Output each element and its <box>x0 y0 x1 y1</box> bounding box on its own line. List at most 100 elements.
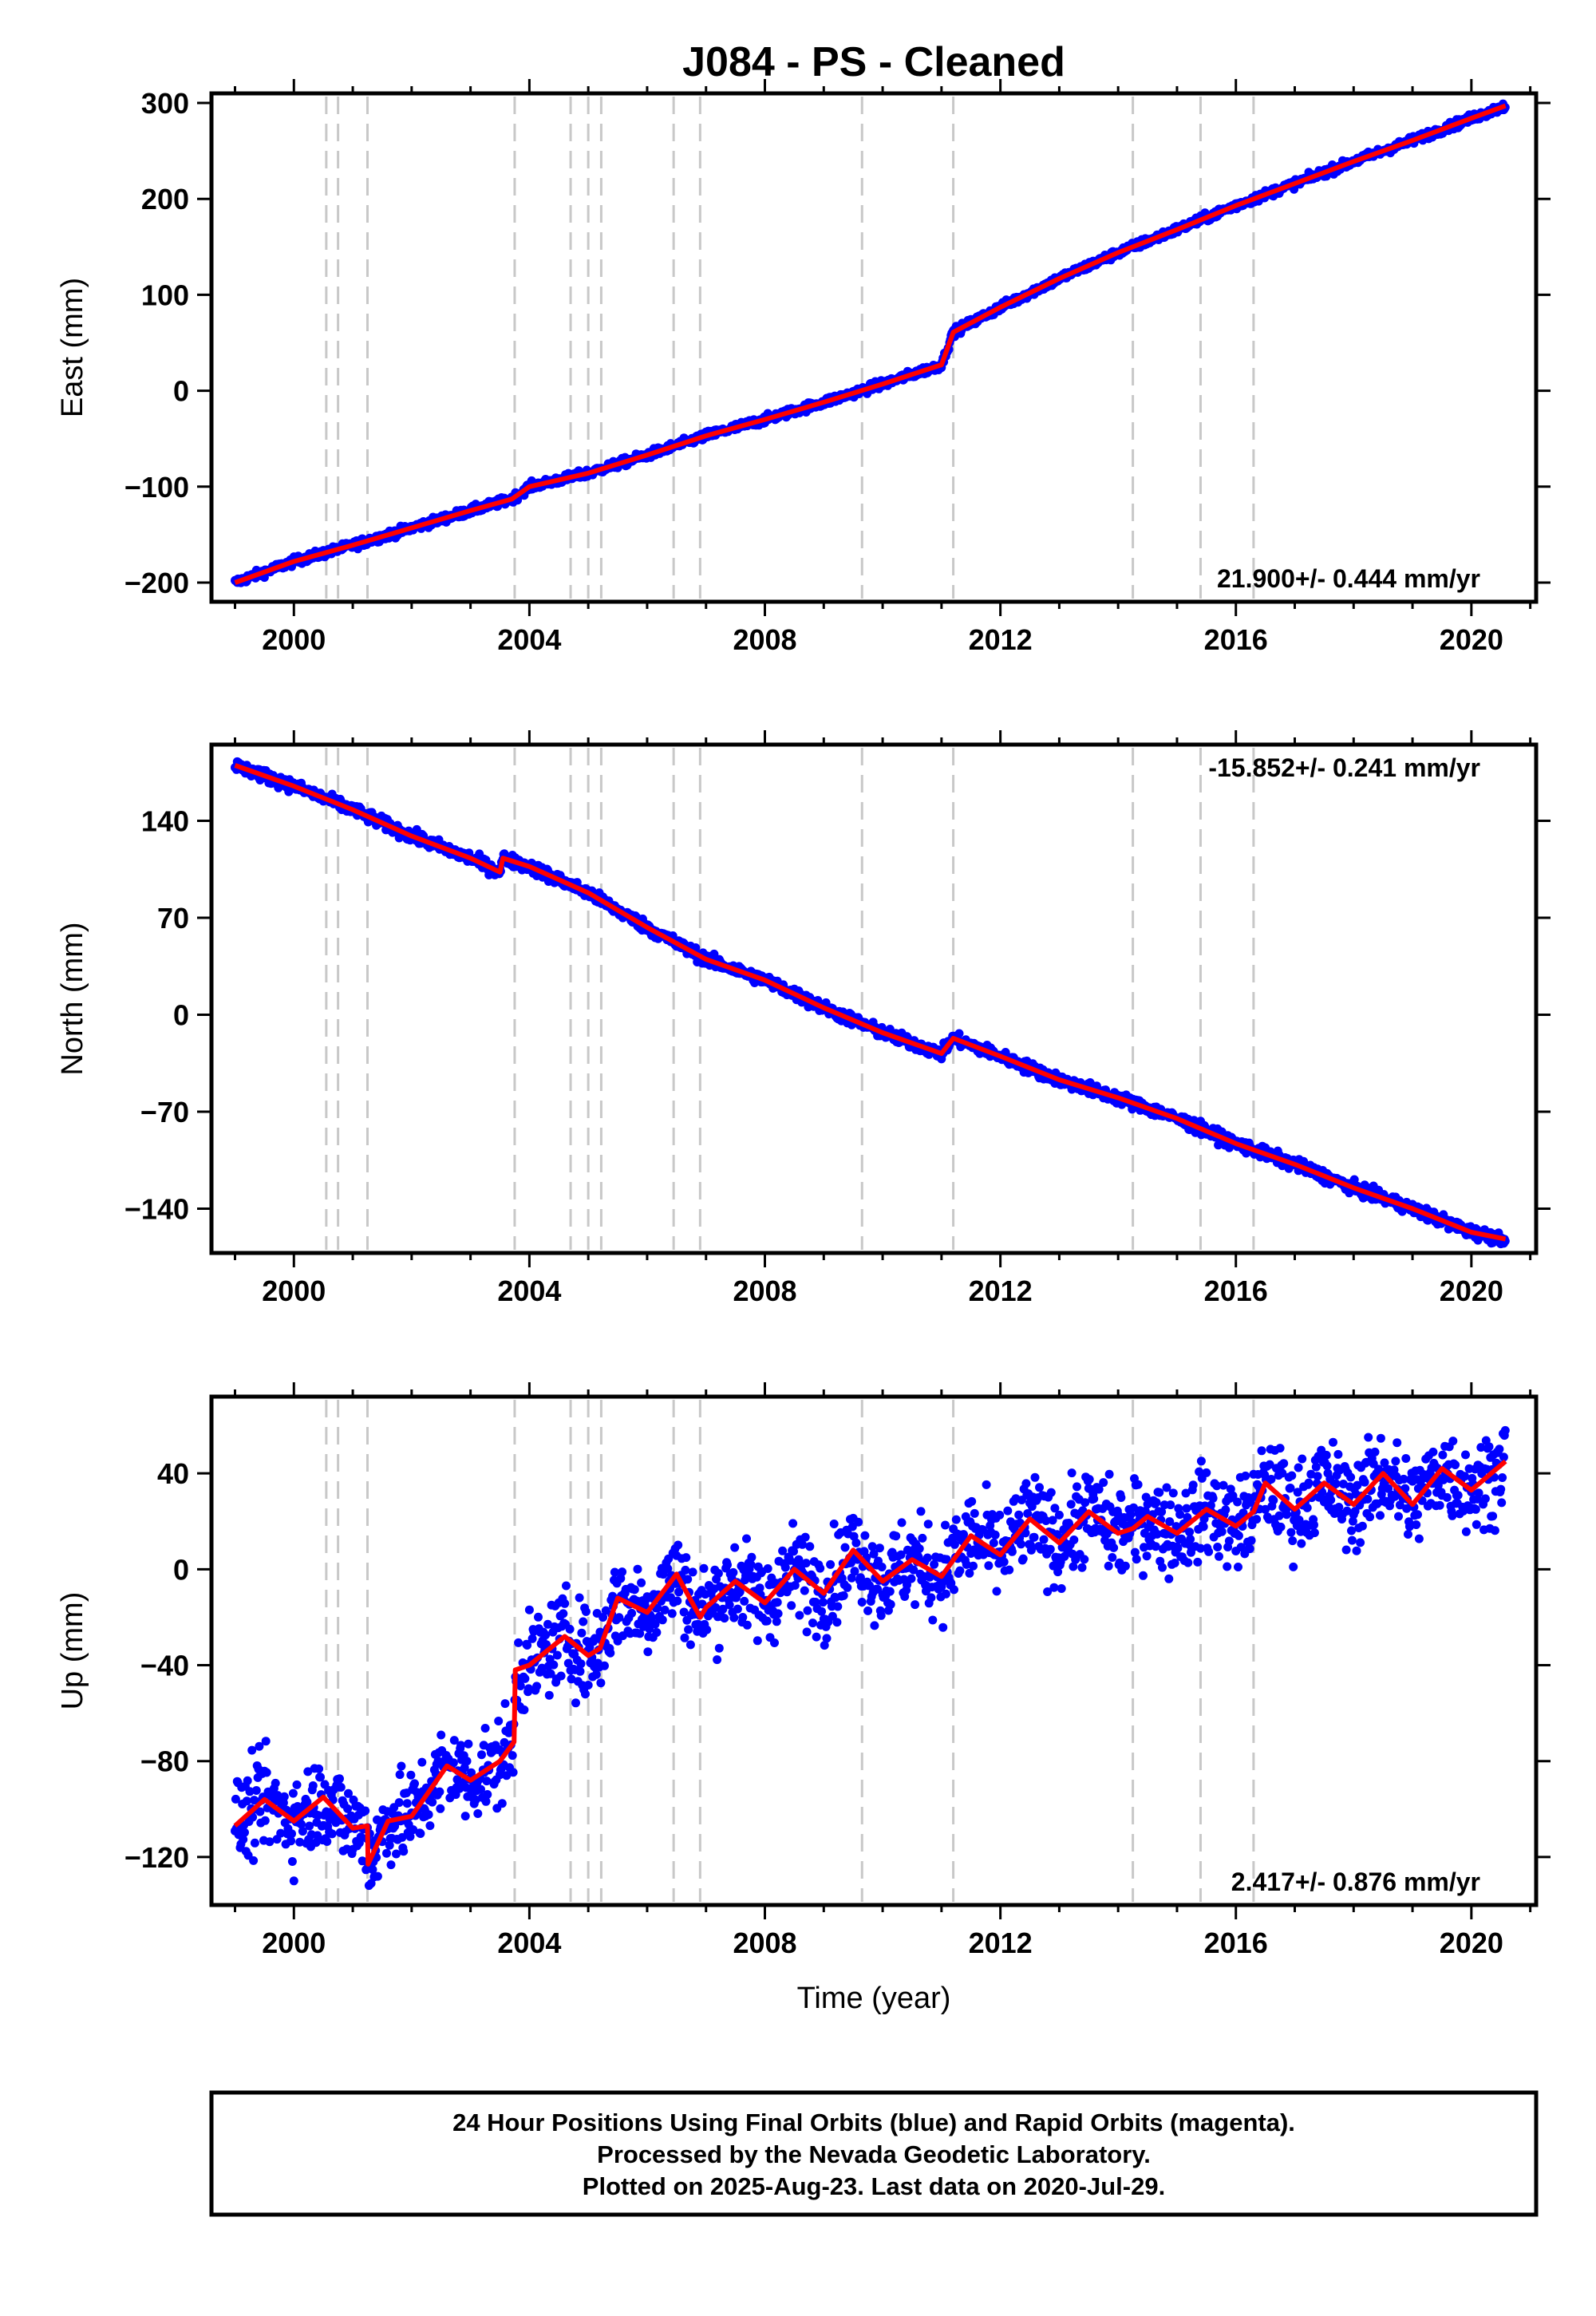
data-point <box>385 1840 394 1850</box>
data-point <box>860 1531 870 1540</box>
data-point <box>674 1540 683 1550</box>
data-point <box>456 1741 466 1750</box>
data-point <box>941 1520 950 1530</box>
data-point <box>255 1807 265 1816</box>
data-point <box>1069 1535 1079 1544</box>
data-point <box>1104 1469 1114 1479</box>
rate-label: -15.852+/- 0.241 mm/yr <box>1208 753 1480 782</box>
data-point <box>1155 1488 1164 1497</box>
data-point <box>802 1627 812 1637</box>
data-point <box>1196 1456 1206 1466</box>
data-point <box>231 1794 240 1804</box>
data-point <box>1021 1479 1031 1488</box>
y-tick-label: 0 <box>173 998 189 1031</box>
data-point <box>292 1780 302 1789</box>
data-point <box>556 1671 566 1681</box>
data-point <box>1116 1493 1126 1502</box>
data-point <box>579 1617 588 1626</box>
data-point <box>795 1611 804 1620</box>
data-point <box>718 1604 728 1614</box>
data-point <box>742 1534 751 1543</box>
data-point <box>630 1585 639 1595</box>
data-point <box>1018 1554 1028 1563</box>
data-point <box>514 1638 523 1647</box>
data-point <box>723 1560 732 1570</box>
data-point <box>409 1825 418 1835</box>
data-point <box>425 1821 435 1831</box>
data-point <box>255 1741 264 1751</box>
data-point <box>467 1768 476 1777</box>
data-point <box>508 1751 517 1761</box>
data-point <box>855 1573 865 1583</box>
x-tick-label: 2016 <box>1204 623 1268 656</box>
data-point <box>1221 1505 1231 1515</box>
data-point <box>417 1757 427 1767</box>
data-point <box>647 1613 656 1622</box>
data-point <box>251 1786 261 1795</box>
data-point <box>343 1804 353 1813</box>
data-point <box>851 1538 861 1547</box>
data-point <box>928 1615 938 1625</box>
data-point <box>930 1559 939 1569</box>
data-point <box>685 1640 695 1650</box>
data-point <box>562 1581 571 1591</box>
data-point <box>684 1625 693 1634</box>
data-point <box>395 1770 405 1780</box>
data-point <box>729 1613 739 1622</box>
data-point <box>812 1632 821 1642</box>
data-point <box>911 1600 920 1610</box>
data-point <box>261 1737 271 1746</box>
data-point <box>926 1593 936 1603</box>
up-panel: 2000 2004 2008 2012 2016 2020−120−80−40040Up … <box>56 1382 1551 1959</box>
data-point <box>951 1515 961 1524</box>
data-point <box>742 1620 752 1630</box>
data-point <box>279 1792 289 1801</box>
data-point <box>543 1619 552 1629</box>
data-point <box>762 1616 772 1626</box>
data-point <box>990 1530 1000 1539</box>
data-point <box>770 1638 779 1647</box>
data-point <box>534 1612 543 1622</box>
north-panel: 2000 2004 2008 2012 2016 2020−140−70070140Nor… <box>56 730 1551 1307</box>
data-point <box>1188 1480 1198 1490</box>
data-point <box>999 1557 1009 1567</box>
data-point <box>1132 1555 1141 1564</box>
data-point <box>405 1832 415 1841</box>
data-point <box>575 1666 585 1676</box>
data-point <box>787 1601 796 1611</box>
data-point <box>1139 1571 1148 1580</box>
data-point <box>247 1745 257 1755</box>
data-point <box>1182 1504 1191 1513</box>
data-point <box>816 1563 825 1573</box>
data-point <box>1186 1535 1195 1544</box>
data-point <box>1035 1483 1044 1492</box>
data-point <box>637 1578 646 1587</box>
y-tick-label: 300 <box>141 87 189 120</box>
data-point <box>843 1583 852 1592</box>
figure-title: J084 - PS - Cleaned <box>682 39 1065 85</box>
data-point <box>870 1621 879 1630</box>
data-point <box>801 1559 811 1568</box>
data-point <box>1057 1584 1066 1593</box>
data-point <box>702 1625 712 1634</box>
data-point <box>287 1829 296 1839</box>
data-point <box>1067 1468 1077 1478</box>
data-point <box>397 1832 407 1842</box>
data-point <box>386 1860 396 1870</box>
data-point <box>497 1799 507 1808</box>
data-point <box>1003 1506 1013 1516</box>
data-point <box>818 1598 828 1607</box>
data-point <box>1029 1532 1039 1542</box>
data-point <box>730 1543 740 1552</box>
data-point <box>1084 1475 1094 1484</box>
data-point <box>537 1663 547 1673</box>
data-point <box>314 1764 324 1773</box>
data-point <box>287 1857 297 1866</box>
data-point <box>576 1659 586 1669</box>
data-point <box>772 1617 781 1626</box>
data-point <box>798 1539 807 1549</box>
data-point <box>805 1542 815 1551</box>
data-point <box>382 1848 391 1858</box>
data-point <box>922 1553 932 1563</box>
